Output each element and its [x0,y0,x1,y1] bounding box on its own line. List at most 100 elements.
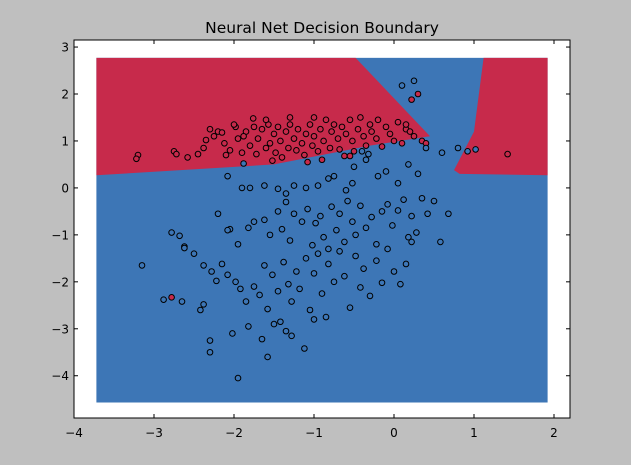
data-point-class-1 [378,208,386,215]
data-point-class-1 [390,268,398,275]
data-point-class-0 [218,129,226,136]
data-point-class-1 [418,194,426,202]
data-point-class-0 [317,125,324,133]
data-point-class-1 [232,278,239,286]
data-point-class-1 [245,224,252,232]
data-point-class-0 [290,135,298,142]
data-point-class-1 [264,353,271,361]
region-class-0-left [96,57,431,176]
data-point-class-0 [269,157,276,164]
chart-title: Neural Net Decision Boundary [205,19,439,37]
data-point-class-1 [318,290,326,297]
data-point-class-1 [288,332,295,340]
data-point-class-1 [414,170,422,178]
x-tick-label: −2 [225,426,243,440]
data-point-class-0 [310,132,318,140]
data-point-class-1 [206,348,214,356]
data-point-class-0 [318,156,326,164]
data-point-class-1 [200,262,207,269]
data-point-class-0 [302,130,310,138]
data-point-class-0 [277,137,284,145]
data-point-class-0 [342,130,350,138]
data-point-class-1 [430,197,438,205]
data-point-class-0 [378,143,386,150]
data-point-class-1 [242,298,250,305]
data-point-class-1 [400,196,407,203]
data-point-class-0 [406,128,414,135]
data-point-class-1 [368,213,375,221]
x-tick-label: 1 [470,426,478,440]
data-point-class-0 [309,142,316,149]
data-point-class-0 [360,132,367,140]
data-point-class-1 [398,82,406,89]
data-point-class-0 [368,128,375,135]
data-point-class-0 [322,116,330,124]
x-tick-label: −3 [145,426,163,440]
data-point-class-0 [390,137,398,145]
data-point-class-1 [384,245,391,253]
data-point-class-1 [341,272,348,280]
data-point-class-1 [341,238,348,246]
data-point-class-1 [245,323,252,330]
data-point-class-1 [389,222,396,229]
data-point-class-1 [293,268,300,275]
data-point-class-1 [160,296,167,303]
data-point-class-0 [222,151,230,159]
data-point-class-1 [181,244,188,252]
data-point-class-1 [360,265,367,272]
data-point-class-1 [176,232,183,240]
data-point-class-1 [330,172,338,180]
data-point-class-1 [306,306,314,314]
data-point-class-0 [262,116,270,124]
data-point-class-1 [438,149,446,156]
y-axis: −4 −3 −2 −1 0 1 2 3 [51,41,570,383]
axes-frame [73,39,571,419]
data-point-class-0 [338,123,346,131]
data-point-class-1 [302,255,310,262]
data-point-class-1 [261,216,268,224]
data-point-class-1 [206,337,214,344]
data-point-class-0 [350,147,358,155]
data-point-class-1 [304,205,311,213]
data-point-class-1 [394,179,402,187]
data-point-class-1 [342,186,350,194]
data-point-class-0 [285,144,292,152]
data-point-class-1 [362,156,370,164]
data-point-class-0 [293,147,300,154]
data-point-class-1 [250,218,258,226]
data-point-class-0 [278,154,286,161]
data-point-class-1 [285,280,292,288]
x-tick-label: −4 [65,426,83,440]
y-tick-label: −3 [51,322,69,336]
data-point-class-1 [378,279,386,287]
data-point-class-0 [326,144,334,152]
y-tick-label: −1 [51,228,69,242]
data-point-class-1 [302,184,310,192]
data-point-class-1 [213,277,220,285]
data-point-class-1 [197,306,204,314]
data-point-class-1 [237,285,244,293]
data-point-class-1 [274,185,282,193]
data-point-class-0 [270,130,278,138]
data-point-class-1 [282,190,290,197]
data-point-class-1 [190,250,198,257]
data-point-class-1 [286,237,294,244]
data-point-class-0 [373,135,380,142]
data-point-class-1 [301,345,308,352]
y-tick-label: −4 [51,369,69,383]
data-point-class-1 [250,283,258,290]
data-point-class-0 [382,123,390,131]
data-point-class-0 [200,144,207,152]
data-point-class-0 [357,114,364,121]
data-point-class-1 [246,184,254,192]
data-point-class-0 [258,125,266,133]
data-point-class-1 [405,161,412,168]
data-point-class-0 [346,116,354,124]
data-point-class-0 [234,135,242,142]
region-class-0-right [454,57,548,176]
data-point-class-0 [282,128,290,135]
data-point-class-1 [422,144,430,152]
data-point-class-1 [240,160,247,167]
data-point-class-0 [306,121,314,128]
data-point-class-0 [266,140,274,147]
